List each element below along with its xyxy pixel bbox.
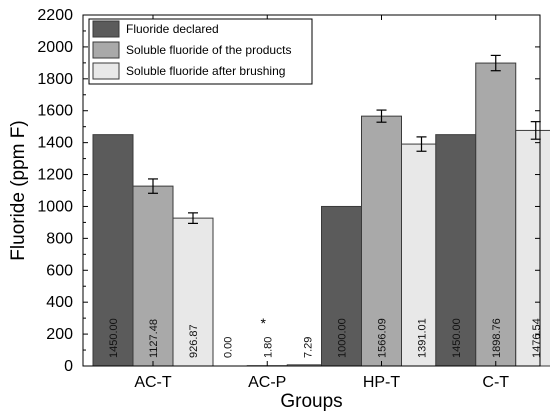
- value-label-hp-t-soluble-fluoride-of-the-products: 1566.09: [377, 318, 389, 358]
- y-tick-label-400: 400: [46, 294, 73, 311]
- x-tick-label-hp-t: HP-T: [363, 374, 401, 391]
- value-label-hp-t-soluble-fluoride-after-brushing: 1391.01: [417, 318, 429, 358]
- legend-swatch-soluble-fluoride-after-brushing: [92, 62, 120, 80]
- value-label-c-t-fluoride-declared: 1450.00: [451, 318, 463, 358]
- legend-swatch-fluoride-declared: [92, 20, 120, 38]
- value-label-hp-t-fluoride-declared: 1000.00: [337, 318, 349, 358]
- y-tick-label-1400: 1400: [37, 135, 73, 152]
- legend: Fluoride declared Soluble fluoride of the…: [88, 18, 313, 85]
- value-label-ac-t-fluoride-declared: 1450.00: [108, 318, 120, 358]
- error-bar-c-t-soluble-fluoride-after-brushing: [530, 121, 541, 140]
- bar-ac-t-soluble-fluoride-of-the-products: [132, 185, 174, 367]
- error-bars-layer: [148, 54, 541, 224]
- value-label-ac-p-fluoride-declared: 0.00: [222, 337, 234, 358]
- y-tick-label-0: 0: [64, 358, 73, 375]
- bar-c-t-soluble-fluoride-after-brushing: [515, 129, 550, 367]
- legend-label-soluble-fluoride-after-brushing: Soluble fluoride after brushing: [126, 64, 285, 78]
- y-tick-label-1200: 1200: [37, 167, 73, 184]
- y-tick-label-1000: 1000: [37, 198, 73, 215]
- x-tick-label-ac-p: AC-P: [248, 374, 286, 391]
- bar-hp-t-fluoride-declared: [321, 205, 362, 367]
- error-bar-c-t-soluble-fluoride-of-the-products: [490, 54, 501, 72]
- axes-layer: 0 200 400 600 800 1000 1200 1400 1600 1800 2000 220…: [8, 7, 541, 412]
- value-label-ac-t-soluble-fluoride-of-the-products: 1127.48: [148, 319, 160, 358]
- annotations-layer: *: [261, 315, 267, 331]
- y-tick-label-1800: 1800: [37, 71, 73, 88]
- value-label-c-t-soluble-fluoride-of-the-products: 1898.76: [491, 318, 503, 358]
- y-tick-label-800: 800: [46, 230, 73, 247]
- legend-label-soluble-fluoride-of-the-products: Soluble fluoride of the products: [126, 43, 291, 57]
- value-label-ac-p-soluble-fluoride-after-brushing: 7.29: [302, 337, 314, 358]
- y-tick-label-200: 200: [46, 326, 73, 343]
- legend-frame: [88, 18, 313, 85]
- x-tick-label-c-t: C-T: [482, 374, 509, 391]
- error-bar-hp-t-soluble-fluoride-of-the-products: [376, 109, 387, 123]
- annotation-ac-p: *: [261, 315, 267, 331]
- value-label-c-t-soluble-fluoride-after-brushing: 1476.54: [531, 318, 543, 358]
- legend-label-fluoride-declared: Fluoride declared: [126, 22, 219, 36]
- bar-ac-t-fluoride-declared: [92, 134, 134, 367]
- value-label-ac-t-soluble-fluoride-after-brushing: 926.87: [188, 324, 200, 358]
- error-bar-ac-t-soluble-fluoride-of-the-products: [148, 178, 158, 194]
- bars-layer: [92, 62, 550, 367]
- y-tick-label-600: 600: [46, 262, 73, 279]
- y-tick-label-1600: 1600: [37, 103, 73, 120]
- legend-swatch-soluble-fluoride-of-the-products: [92, 41, 120, 59]
- x-axis-title: Groups: [280, 391, 342, 412]
- y-tick-label-2000: 2000: [37, 39, 73, 56]
- y-axis-title: Fluoride (ppm F): [8, 120, 29, 260]
- x-tick-label-ac-t: AC-T: [134, 374, 172, 391]
- error-bar-hp-t-soluble-fluoride-after-brushing: [416, 136, 427, 152]
- error-bar-ac-t-soluble-fluoride-after-brushing: [188, 212, 198, 224]
- value-label-ac-p-soluble-fluoride-of-the-products: 1.80: [262, 337, 274, 358]
- y-tick-label-2200: 2200: [37, 7, 73, 24]
